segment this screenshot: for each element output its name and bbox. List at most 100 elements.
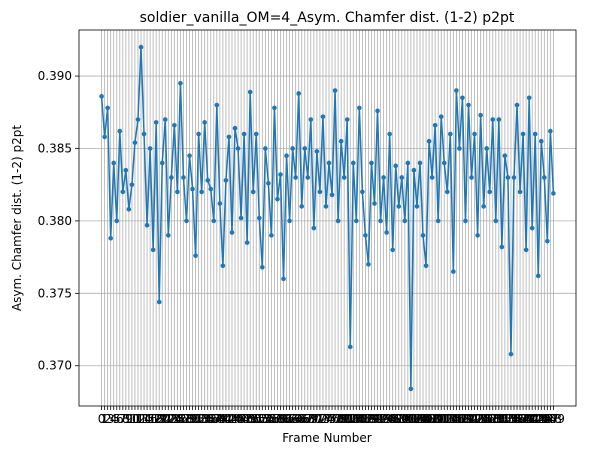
x-tick-label: 34 — [197, 412, 212, 426]
x-tick-label: 78 — [330, 412, 345, 426]
x-tick-label: 119 — [451, 412, 474, 426]
x-tick-label: 130 — [484, 412, 507, 426]
x-tick-label: 77 — [327, 412, 342, 426]
data-point — [296, 91, 301, 96]
x-tick-label: 141 — [518, 412, 541, 426]
data-point — [466, 102, 471, 108]
x-tick-label: 59 — [273, 412, 288, 426]
x-tick-label: 127 — [475, 412, 498, 426]
data-point — [390, 247, 395, 253]
x-tick-label: 120 — [454, 412, 477, 426]
data-point — [487, 189, 493, 195]
data-point — [250, 189, 256, 195]
x-tick-label: 114 — [436, 412, 459, 426]
data-point — [181, 175, 186, 180]
x-tick-label: 70 — [306, 412, 321, 426]
x-tick-label: 44 — [227, 412, 242, 426]
data-point — [226, 134, 232, 140]
x-tick-label: 52 — [252, 412, 267, 426]
data-point — [338, 138, 344, 144]
x-tick-label: 12 — [130, 412, 145, 426]
x-tick-label: 50 — [246, 412, 261, 426]
data-point — [132, 140, 138, 145]
x-tick-label: 2 — [104, 412, 112, 426]
data-point — [545, 238, 550, 244]
x-tick-label: 30 — [185, 412, 200, 426]
data-point — [542, 175, 547, 180]
data-point — [499, 244, 505, 250]
data-point — [156, 299, 162, 305]
data-point — [347, 344, 353, 350]
data-point — [223, 178, 229, 183]
data-point — [469, 175, 474, 180]
x-tick-label: 117 — [445, 412, 468, 426]
data-point — [523, 247, 529, 253]
data-point — [202, 120, 207, 125]
data-point — [102, 134, 107, 140]
x-tick-label: 137 — [506, 412, 529, 426]
data-point — [384, 230, 389, 235]
data-point — [435, 218, 441, 224]
x-tick-label: 128 — [478, 412, 501, 426]
x-tick-label: 116 — [442, 412, 465, 426]
x-tick-label: 57 — [267, 412, 282, 426]
data-point — [320, 114, 326, 119]
x-tick-label: 79 — [334, 412, 349, 426]
data-point — [429, 175, 435, 180]
x-tick-label: 43 — [224, 412, 239, 426]
x-tick-label: 66 — [294, 412, 309, 426]
data-point — [323, 204, 329, 209]
data-point — [196, 131, 201, 137]
x-tick-label: 82 — [343, 412, 358, 426]
x-tick-label: 74 — [318, 412, 333, 426]
x-tick-label: 84 — [349, 412, 364, 426]
x-tick-label: 97 — [388, 412, 403, 426]
data-point — [141, 131, 147, 137]
data-point — [493, 218, 499, 224]
data-point — [135, 117, 141, 122]
x-tick-label: 140 — [515, 412, 538, 426]
data-point — [108, 235, 113, 241]
data-point — [402, 218, 408, 224]
x-tick-label: 9 — [125, 412, 133, 426]
x-tick-label: 40 — [215, 412, 230, 426]
data-point — [302, 146, 308, 151]
data-point — [105, 105, 110, 111]
data-point — [408, 386, 414, 392]
y-tick-label: 0.370 — [38, 359, 72, 373]
x-tick-label: 65 — [291, 412, 306, 426]
data-point — [548, 128, 553, 134]
data-point — [263, 146, 268, 151]
x-tick-label: 38 — [209, 412, 224, 426]
x-tick-label: 53 — [255, 412, 270, 426]
x-tick-label: 121 — [457, 412, 480, 426]
data-point — [144, 222, 150, 228]
data-point — [350, 160, 356, 166]
x-tick-label: 73 — [315, 412, 330, 426]
x-tick-label: 93 — [376, 412, 391, 426]
data-point — [532, 131, 538, 137]
data-point — [438, 114, 444, 119]
x-tick-label: 15 — [139, 412, 154, 426]
x-tick-label: 14 — [136, 412, 151, 426]
data-point — [120, 189, 126, 195]
x-tick-label: 56 — [264, 412, 279, 426]
x-tick-label: 75 — [321, 412, 336, 426]
data-point — [305, 175, 311, 180]
chart-title: soldier_vanilla_OM=4_Asym. Chamfer dist.… — [140, 10, 515, 26]
data-point — [311, 225, 317, 231]
x-tick-label: 46 — [233, 412, 248, 426]
data-point — [232, 125, 238, 131]
x-tick-label: 41 — [218, 412, 233, 426]
x-tick-label: 35 — [200, 412, 215, 426]
data-point — [448, 131, 453, 137]
x-tick-label: 85 — [352, 412, 367, 426]
y-tick-label: 0.385 — [38, 141, 72, 155]
data-point — [317, 189, 323, 195]
x-tick-label: 64 — [288, 412, 303, 426]
data-point — [529, 225, 535, 231]
x-tick-label: 106 — [412, 412, 435, 426]
x-tick-label: 80 — [337, 412, 352, 426]
x-tick-label: 55 — [261, 412, 276, 426]
